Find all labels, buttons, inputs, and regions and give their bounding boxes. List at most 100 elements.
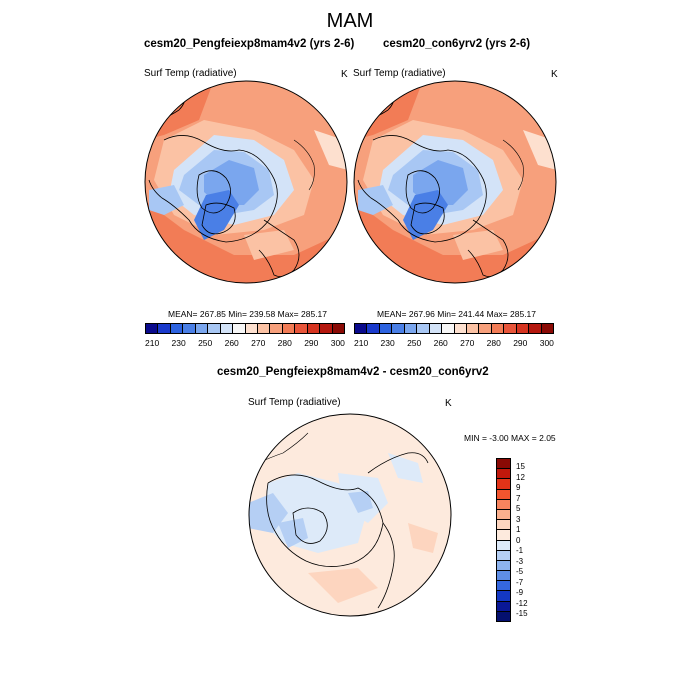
panel2-colorbar <box>354 323 554 334</box>
panel1-colorbar-label: 250 <box>198 338 213 348</box>
panel2-colorbar-swatch <box>367 324 380 333</box>
panel1-colorbar-swatch <box>233 324 246 333</box>
panel2-stats: MEAN= 267.96 Min= 241.44 Max= 285.17 <box>377 309 537 319</box>
panel2-colorbar-swatch <box>404 324 418 333</box>
panel3-stats: MIN = -3.00 MAX = 2.05 <box>464 433 556 443</box>
panel2-colorbar-label: 270 <box>460 338 475 348</box>
panel3-colorbar-label: -5 <box>516 567 524 576</box>
panel3-colorbar-swatch <box>497 550 510 561</box>
panel1-colorbar <box>145 323 345 334</box>
panel3-colorbar-swatch <box>497 560 510 572</box>
panel2-units: K <box>551 69 558 80</box>
panel2-colorbar-swatch <box>529 324 542 333</box>
panel2-colorbar-swatch <box>454 324 467 333</box>
panel2-colorbar-swatch <box>442 324 455 333</box>
panel1-colorbar-swatch <box>183 324 196 333</box>
panel2-colorbar-swatch <box>516 324 530 333</box>
panel3-colorbar-label: 5 <box>516 504 521 513</box>
panel2-colorbar-label: 230 <box>380 338 395 348</box>
panel3-colorbar-label: 0 <box>516 535 521 545</box>
panel1-colorbar-swatch <box>220 324 234 333</box>
panel2-colorbar-label: 290 <box>513 338 528 348</box>
panel1-colorbar-label: 300 <box>330 338 345 348</box>
panel1-colorbar-swatch <box>282 324 296 333</box>
panel1-colorbar-swatch <box>146 324 159 333</box>
panel3-colorbar-swatch <box>497 571 510 582</box>
panel1-colorbar-label: 210 <box>145 338 160 348</box>
panel3-colorbar-label: 15 <box>516 462 525 471</box>
panel2-colorbar-swatch <box>479 324 492 333</box>
panel3-colorbar-swatch <box>497 591 510 602</box>
panel2-colorbar-swatch <box>355 324 368 333</box>
panel2-colorbar-swatch <box>417 324 430 333</box>
panel2-polar-map <box>353 80 557 284</box>
panel2-colorbar-label: 260 <box>433 338 448 348</box>
panel2-colorbar-labels: 210 230 250 260 270 280 290 300 <box>354 338 554 348</box>
panel3-colorbar-swatch <box>497 540 510 551</box>
panel2-variable: Surf Temp (radiative) <box>353 68 446 79</box>
panel3-colorbar-label: 1 <box>516 525 521 534</box>
panel1-colorbar-label: 270 <box>251 338 266 348</box>
main-title: MAM <box>326 10 374 32</box>
panel3-colorbar-label: -9 <box>516 588 524 597</box>
panel2-colorbar-swatch <box>392 324 405 333</box>
panel1-variable: Surf Temp (radiative) <box>144 68 237 79</box>
panel3-colorbar-swatch <box>497 509 510 521</box>
panel1-colorbar-swatch <box>170 324 184 333</box>
panel3-colorbar-label: 3 <box>516 514 521 524</box>
panel3-colorbar-label: 7 <box>516 493 521 503</box>
panel3-colorbar-label: -7 <box>516 577 524 587</box>
panel3-colorbar-swatch <box>497 530 510 541</box>
panel1-stats: MEAN= 267.85 Min= 239.58 Max= 285.17 <box>168 309 328 319</box>
panel2-colorbar-swatch <box>429 324 443 333</box>
panel1-colorbar-swatch <box>270 324 283 333</box>
panel1-colorbar-swatch <box>158 324 171 333</box>
panel1-colorbar-swatch <box>295 324 308 333</box>
panel3-colorbar-label: -12 <box>516 598 528 608</box>
panel3-polar-map <box>248 413 452 617</box>
panel2-colorbar-label: 300 <box>539 338 554 348</box>
panel3-title: cesm20_Pengfeiexp8mam4v2 - cesm20_con6yr… <box>217 366 489 378</box>
panel3-colorbar-swatch <box>497 479 510 490</box>
panel1-colorbar-label: 290 <box>304 338 319 348</box>
panel2-colorbar-swatch <box>504 324 517 333</box>
panel3-colorbar-label: -15 <box>516 609 528 618</box>
panel1-colorbar-label: 260 <box>224 338 239 348</box>
panel1-title: cesm20_Pengfeiexp8mam4v2 (yrs 2-6) <box>144 38 355 50</box>
panel3-colorbar-label: -3 <box>516 556 524 566</box>
panel1-colorbar-swatch <box>195 324 209 333</box>
panel3-colorbar-label: 9 <box>516 483 521 492</box>
panel3-colorbar-labels: 15 12 9 7 5 3 1 0 -1 -3 -5 -7 -9 -12 -15 <box>516 462 528 618</box>
panel3-colorbar-swatch <box>497 499 510 510</box>
panel2-colorbar-label: 250 <box>407 338 422 348</box>
panel1-colorbar-label: 230 <box>171 338 186 348</box>
panel3-colorbar-label: 12 <box>516 472 525 482</box>
panel1-colorbar-swatch <box>307 324 321 333</box>
panel3-colorbar-swatch <box>497 469 510 480</box>
panel3-colorbar-swatch <box>497 581 510 592</box>
panel3-colorbar-label: -1 <box>516 546 524 555</box>
panel3-colorbar-swatch <box>497 520 510 531</box>
panel1-colorbar-swatch <box>245 324 258 333</box>
panel2-colorbar-swatch <box>379 324 393 333</box>
panel3-units: K <box>445 398 452 409</box>
panel2-colorbar-label: 280 <box>486 338 501 348</box>
panel3-colorbar-swatch <box>497 611 510 621</box>
panel2-colorbar-swatch <box>466 324 480 333</box>
panel1-colorbar-swatch <box>257 324 271 333</box>
panel1-colorbar-labels: 210 230 250 260 270 280 290 300 <box>145 338 345 348</box>
panel1-colorbar-swatch <box>208 324 221 333</box>
panel3-variable: Surf Temp (radiative) <box>248 397 341 408</box>
panel3-colorbar-swatch <box>497 459 510 470</box>
panel1-polar-map <box>144 80 348 284</box>
panel3-colorbar <box>496 458 511 622</box>
panel1-colorbar-label: 280 <box>277 338 292 348</box>
panel1-units: K <box>341 69 348 80</box>
panel2-title: cesm20_con6yrv2 (yrs 2-6) <box>383 38 531 50</box>
panel2-colorbar-swatch <box>491 324 505 333</box>
panel2-colorbar-swatch <box>541 324 553 333</box>
panel3-colorbar-swatch <box>497 489 510 500</box>
panel1-colorbar-swatch <box>332 324 344 333</box>
panel3-colorbar-swatch <box>497 601 510 612</box>
panel1-colorbar-swatch <box>320 324 333 333</box>
